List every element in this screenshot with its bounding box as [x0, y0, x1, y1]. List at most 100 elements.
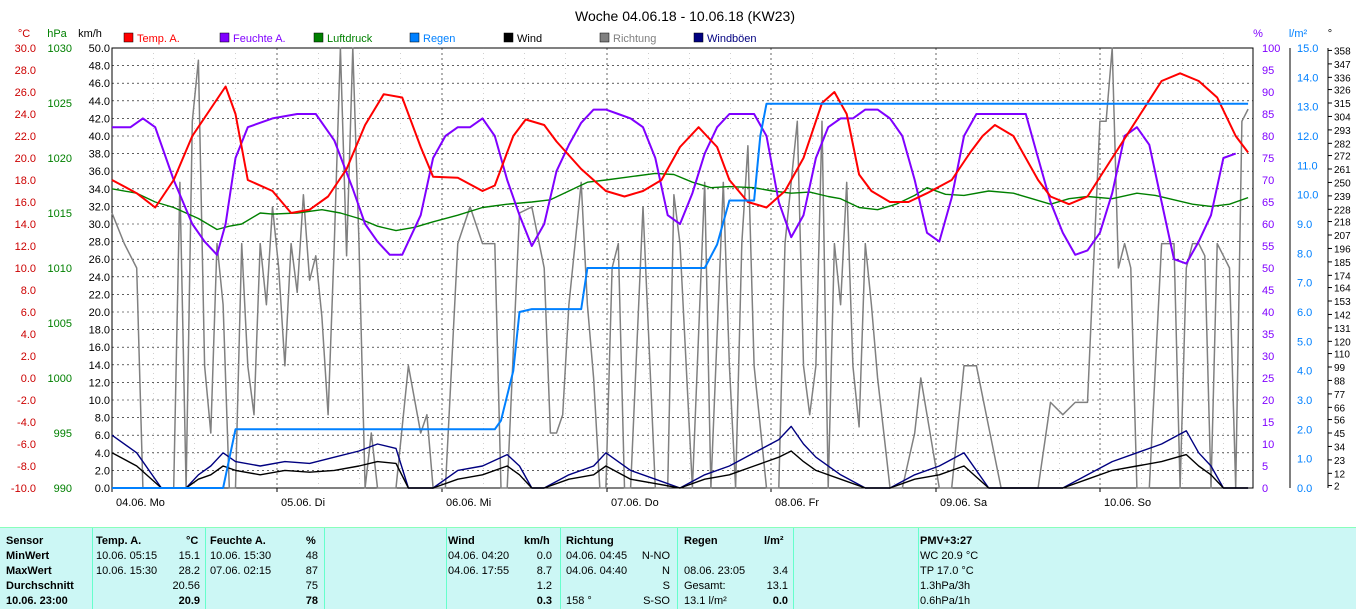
deg-tick-label: 66 [1334, 403, 1346, 414]
legend-label: Windböen [707, 33, 757, 45]
chart-series [111, 47, 1249, 489]
deg-tick-label: 185 [1334, 258, 1351, 269]
deg-tick-label: 250 [1334, 178, 1351, 189]
stats-cell: 20.56 [172, 580, 200, 592]
pct-tick-label: 80 [1262, 131, 1274, 143]
kmh-tick-label: 22.0 [89, 289, 110, 301]
hpa-tick-label: 1005 [48, 318, 72, 330]
stats-cell: 07.06. 02:15 [210, 565, 272, 577]
temp-tick-label: 26.0 [15, 87, 36, 99]
temp-tick-label: 22.0 [15, 131, 36, 143]
rain-tick-label: 14.0 [1297, 72, 1318, 84]
x-tick-label: 08.06. Fr [775, 497, 819, 509]
temp-tick-label: 24.0 [15, 109, 36, 121]
stats-cell: 87 [305, 565, 318, 577]
rain-tick-label: 2.0 [1297, 424, 1312, 436]
legend-label: Richtung [613, 33, 656, 45]
kmh-tick-label: 40.0 [89, 131, 110, 143]
kmh-tick-label: 36.0 [89, 166, 110, 178]
hpa-tick-label: 1015 [48, 208, 72, 220]
deg-tick-label: 77 [1334, 390, 1346, 401]
stats-cell: MaxWert [6, 565, 52, 577]
kmh-tick-label: 6.0 [95, 430, 110, 442]
stats-cell: 0.3 [536, 595, 552, 607]
rain-tick-label: 0.0 [1297, 483, 1312, 495]
deg-tick-label: 131 [1334, 324, 1351, 335]
chart-grid [111, 47, 1254, 489]
kmh-tick-label: 44.0 [89, 96, 110, 108]
header-pmv: PMV+3:27 [920, 535, 973, 547]
kmh-tick-label: 48.0 [89, 61, 110, 73]
temp-tick-label: -8.0 [17, 461, 36, 473]
stats-cell: 0.0 [536, 550, 552, 562]
deg-tick-label: 336 [1334, 73, 1351, 84]
temp-tick-label: 8.0 [21, 285, 36, 297]
header-feuchte: Feuchte A. [210, 535, 266, 547]
deg-tick-label: 164 [1334, 284, 1351, 295]
stats-cell: MinWert [6, 550, 50, 562]
deg-tick-label: 153 [1334, 297, 1351, 308]
stats-cell: 48 [305, 550, 318, 562]
temp-tick-label: 20.0 [15, 153, 36, 165]
kmh-tick-label: 4.0 [95, 448, 110, 460]
kmh-tick-label: 30.0 [89, 219, 110, 231]
header-wind-unit: km/h [524, 535, 550, 547]
stats-panel: Sensor Temp. A. °C Feuchte A. % Wind km/… [0, 527, 1356, 609]
hpa-tick-label: 1010 [48, 263, 72, 275]
temp-tick-label: 0.0 [21, 373, 36, 385]
pct-tick-label: 35 [1262, 329, 1274, 341]
weather-chart: Woche 04.06.18 - 10.06.18 (KW23) 04.06. … [11, 8, 1351, 509]
axis-unit: % [1253, 28, 1263, 40]
rain-tick-label: 10.0 [1297, 190, 1318, 202]
deg-tick-label: 304 [1334, 112, 1351, 123]
stats-cell: N-NO [641, 550, 670, 562]
stats-cell: 10.06. 15:30 [210, 550, 272, 562]
deg-tick-label: 315 [1334, 99, 1351, 110]
deg-tick-label: 99 [1334, 363, 1346, 374]
hpa-tick-label: 990 [54, 483, 72, 495]
deg-tick-label: 282 [1334, 139, 1351, 150]
kmh-tick-label: 16.0 [89, 342, 110, 354]
stats-cell: 15.1 [178, 550, 200, 562]
deg-tick-label: 88 [1334, 376, 1346, 387]
kmh-tick-label: 2.0 [95, 465, 110, 477]
header-sensor: Sensor [6, 535, 44, 547]
hpa-tick-label: 995 [54, 428, 72, 440]
stats-cell: Gesamt: [684, 580, 726, 592]
series-line-wind [111, 450, 1249, 489]
kmh-tick-label: 50.0 [89, 43, 110, 55]
legend-swatch [123, 32, 134, 43]
legend-label: Luftdruck [327, 33, 373, 45]
rain-tick-label: 8.0 [1297, 248, 1312, 260]
rain-tick-label: 11.0 [1297, 160, 1318, 172]
legend-swatch [409, 32, 420, 43]
x-tick-label: 06.06. Mi [446, 497, 491, 509]
x-tick-label: 09.06. Sa [940, 497, 988, 509]
temp-tick-label: -6.0 [17, 439, 36, 451]
deg-tick-label: 293 [1334, 126, 1351, 137]
legend-label: Feuchte A. [233, 33, 286, 45]
hpa-tick-label: 1030 [48, 43, 72, 55]
kmh-tick-label: 14.0 [89, 360, 110, 372]
deg-tick-label: 45 [1334, 429, 1346, 440]
deg-tick-label: 326 [1334, 86, 1351, 97]
pct-tick-label: 95 [1262, 65, 1274, 77]
header-feuchte-unit: % [306, 535, 316, 547]
stats-cell: WC 20.9 °C [920, 550, 979, 562]
temp-tick-label: -10.0 [11, 483, 36, 495]
stats-cell: N [662, 565, 670, 577]
stats-cell: 04.06. 04:45 [566, 550, 628, 562]
rain-tick-label: 13.0 [1297, 102, 1318, 114]
deg-tick-label: 228 [1334, 205, 1351, 216]
axis-unit: °C [18, 28, 30, 40]
rain-tick-label: 5.0 [1297, 336, 1312, 348]
deg-tick-label: 34 [1334, 442, 1346, 453]
rain-tick-label: 1.0 [1297, 454, 1312, 466]
deg-tick-label: 358 [1334, 46, 1351, 57]
pct-tick-label: 20 [1262, 395, 1274, 407]
hpa-tick-label: 1020 [48, 153, 72, 165]
deg-tick-label: 56 [1334, 416, 1346, 427]
pct-tick-label: 50 [1262, 263, 1274, 275]
legend-label: Regen [423, 33, 455, 45]
temp-tick-label: -2.0 [17, 395, 36, 407]
